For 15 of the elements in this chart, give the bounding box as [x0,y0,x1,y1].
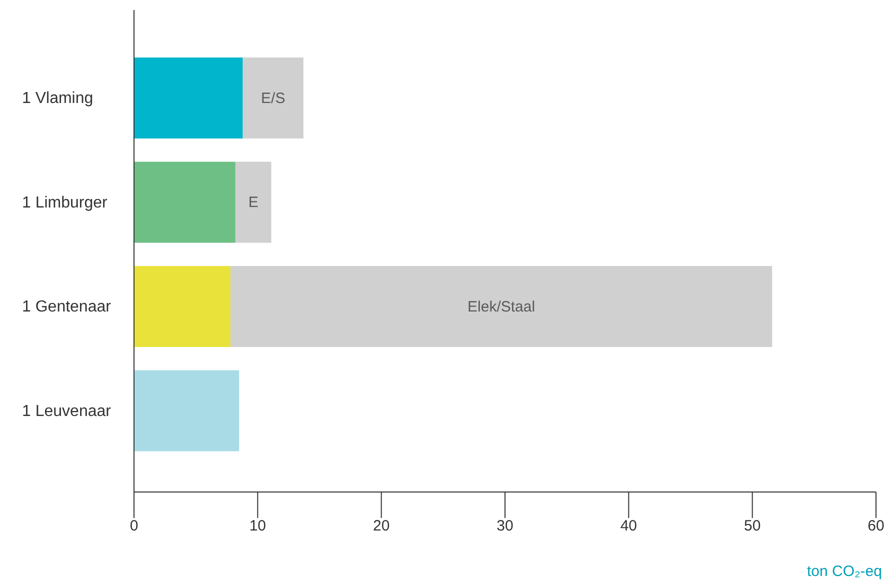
data-label: Elek/Staal [468,298,536,316]
y-tick-label: 1 Gentenaar [22,298,112,316]
y-tick-label: 1 Leuvenaar [22,402,112,420]
x-tick-label: 60 [868,518,884,535]
x-tick-label: 30 [496,518,514,535]
x-tick-label: 0 [130,518,138,535]
x-tick-label: 50 [744,518,761,535]
data-label: E/S [261,90,286,107]
x-tick-label: 40 [620,518,638,535]
data-label: E [248,194,258,212]
x-tick-label: 20 [372,518,390,535]
y-tick-label: 1 Limburger [22,194,108,212]
y-tick-label: 1 Vlaming [22,90,94,108]
x-tick-label: 10 [249,518,266,535]
x-axis-title: ton CO₂-eq [806,563,882,580]
